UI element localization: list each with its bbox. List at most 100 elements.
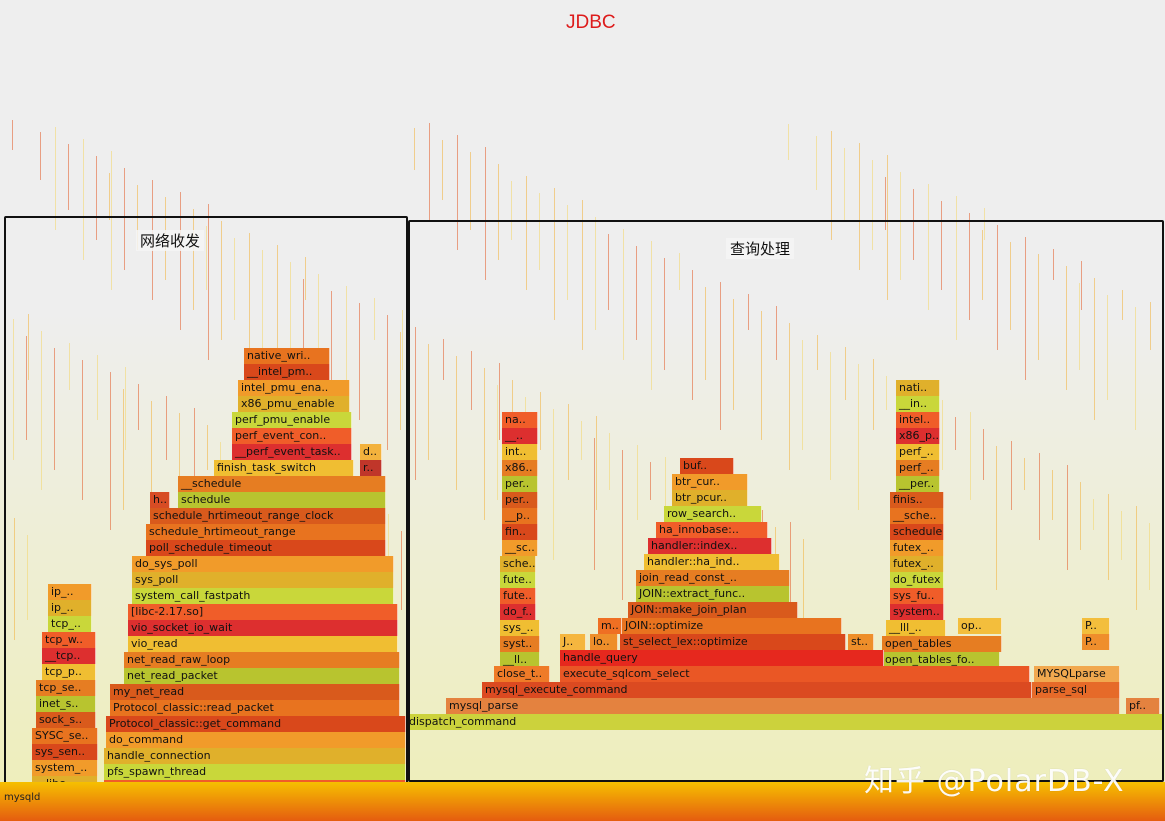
frame-left-8[interactable]: __schedule [178, 476, 386, 492]
frame-mid-12[interactable]: do_f.. [500, 604, 536, 620]
frame-left-col-3[interactable]: tcp_w.. [42, 632, 96, 648]
frame-mid-1[interactable]: __.. [502, 428, 538, 444]
frame-center-6[interactable]: handler::ha_ind.. [644, 554, 780, 570]
frame-mid-11[interactable]: fute.. [500, 588, 536, 604]
frame-center-7[interactable]: join_read_const_.. [636, 570, 790, 586]
frame-right-2[interactable]: intel.. [896, 412, 940, 428]
frame-left-col-5[interactable]: tcp_p.. [42, 664, 96, 680]
frame-left-3[interactable]: x86_pmu_enable [238, 396, 350, 412]
frame-left-15[interactable]: system_call_fastpath [132, 588, 394, 604]
frame-left-2[interactable]: intel_pmu_ena.. [238, 380, 350, 396]
frame-center-3[interactable]: row_search.. [664, 506, 762, 522]
frame-left-21[interactable]: my_net_read [110, 684, 400, 700]
frame-mid-9[interactable]: sche.. [500, 556, 536, 572]
frame-left-9[interactable]: schedule [178, 492, 386, 508]
frame-mid-2[interactable]: int.. [502, 444, 538, 460]
frame-small-lo[interactable]: lo.. [590, 634, 618, 650]
frame-execute-sqlcom-select[interactable]: execute_sqlcom_select [560, 666, 1030, 682]
frame-left-20[interactable]: net_read_packet [124, 668, 400, 684]
frame-left-18[interactable]: vio_read [128, 636, 398, 652]
frame-close-t[interactable]: close_t.. [494, 666, 550, 682]
frame-center-10[interactable]: JOIN::optimize [622, 618, 842, 634]
frame-small-d[interactable]: d.. [360, 444, 382, 460]
frame-center-0[interactable]: buf.. [680, 458, 734, 474]
frame-left-col-2[interactable]: tcp_.. [48, 616, 92, 632]
frame-right-13[interactable]: sys_fu.. [890, 588, 944, 604]
frame-mid-0[interactable]: na.. [502, 412, 538, 428]
frame-left-7[interactable]: finish_task_switch [214, 460, 354, 476]
frame-left-col-4[interactable]: __tcp.. [42, 648, 96, 664]
frame-center-2[interactable]: btr_pcur.. [672, 490, 748, 506]
frame-center-11[interactable]: st_select_lex::optimize [620, 634, 846, 650]
frame-center-5[interactable]: handler::index.. [648, 538, 772, 554]
frame-mysql-parse[interactable]: mysql_parse [446, 698, 1120, 714]
frame-parse-sql[interactable]: parse_sql [1032, 682, 1120, 698]
frame-right-11[interactable]: futex_.. [890, 556, 944, 572]
frame-left-col-6[interactable]: tcp_se.. [36, 680, 96, 696]
frame-left-10[interactable]: schedule_hrtimeout_range_clock [150, 508, 386, 524]
frame-mid-5[interactable]: per.. [502, 492, 538, 508]
frame-left-col-0[interactable]: ip_.. [48, 584, 92, 600]
frame-left-col-7[interactable]: inet_s.. [36, 696, 96, 712]
frame-center-8[interactable]: JOIN::extract_func.. [636, 586, 790, 602]
frame-right-12[interactable]: do_futex [890, 572, 944, 588]
frame-left-11[interactable]: schedule_hrtimeout_range [146, 524, 386, 540]
frame-left-col-11[interactable]: system_.. [32, 760, 98, 776]
frame-mysqlparse[interactable]: MYSQLparse [1034, 666, 1120, 682]
frame-right-6[interactable]: __per.. [896, 476, 940, 492]
frame-left-col-10[interactable]: sys_sen.. [32, 744, 98, 760]
frame-mid-4[interactable]: per.. [502, 476, 538, 492]
frame-small-p1[interactable]: P.. [1082, 618, 1110, 634]
frame-small-pf[interactable]: pf.. [1126, 698, 1160, 714]
frame-right-1[interactable]: __in.. [896, 396, 940, 412]
frame-mid-10[interactable]: fute.. [500, 572, 536, 588]
frame-left-16[interactable]: [libc-2.17.so] [128, 604, 398, 620]
frame-dispatch-command[interactable]: dispatch_command [406, 714, 1164, 730]
frame-left-0[interactable]: native_wri.. [244, 348, 330, 364]
frame-left-col-8[interactable]: sock_s.. [36, 712, 96, 728]
frame-small-r[interactable]: r.. [360, 460, 382, 476]
frame-mid-3[interactable]: x86.. [502, 460, 538, 476]
frame-handle-query[interactable]: handle_query [560, 650, 884, 666]
frame-mysql-execute-command[interactable]: mysql_execute_command [482, 682, 1032, 698]
frame-mid-15[interactable]: __ll.. [500, 652, 540, 668]
frame-right-4[interactable]: perf_.. [896, 444, 940, 460]
frame-small-m[interactable]: m.. [598, 618, 622, 634]
frame-mid-13[interactable]: sys_.. [500, 620, 540, 636]
frame-right-8[interactable]: __sche.. [890, 508, 944, 524]
frame-left-col-9[interactable]: SYSC_se.. [32, 728, 98, 744]
frame-left-6[interactable]: __perf_event_task.. [232, 444, 352, 460]
frame-small-j[interactable]: J.. [560, 634, 586, 650]
frame-left-4[interactable]: perf_pmu_enable [232, 412, 352, 428]
frame-left-23[interactable]: Protocol_classic::get_command [106, 716, 406, 732]
frame-right-0[interactable]: nati.. [896, 380, 940, 396]
frame-center-4[interactable]: ha_innobase:.. [656, 522, 768, 538]
frame-left-25[interactable]: handle_connection [104, 748, 406, 764]
frame-small-h[interactable]: h.. [150, 492, 170, 508]
frame-mid-6[interactable]: __p.. [502, 508, 538, 524]
frame-left-1[interactable]: __intel_pm.. [244, 364, 330, 380]
frame-left-12[interactable]: poll_schedule_timeout [146, 540, 386, 556]
frame-left-19[interactable]: net_read_raw_loop [124, 652, 400, 668]
frame-mid-7[interactable]: fin.. [502, 524, 538, 540]
frame-center-9[interactable]: JOIN::make_join_plan [628, 602, 798, 618]
frame-small-st[interactable]: st.. [848, 634, 874, 650]
frame-left-22[interactable]: Protocol_classic::read_packet [110, 700, 400, 716]
frame-right-9[interactable]: schedule [890, 524, 944, 540]
frame-left-5[interactable]: perf_event_con.. [232, 428, 352, 444]
frame-mid-14[interactable]: syst.. [500, 636, 540, 652]
frame-right-3[interactable]: x86_p.. [896, 428, 940, 444]
frame-right-10[interactable]: futex_.. [890, 540, 944, 556]
frame-left-26[interactable]: pfs_spawn_thread [104, 764, 406, 780]
frame-left-col-1[interactable]: ip_.. [48, 600, 92, 616]
frame-right-5[interactable]: perf_.. [896, 460, 940, 476]
frame-right-15[interactable]: __lll_.. [886, 620, 946, 636]
frame-small-op[interactable]: op.. [958, 618, 1002, 634]
frame-mid-8[interactable]: __sc.. [502, 540, 538, 556]
frame-left-14[interactable]: sys_poll [132, 572, 394, 588]
frame-center-1[interactable]: btr_cur.. [672, 474, 748, 490]
frame-right-14[interactable]: system.. [890, 604, 944, 620]
frame-left-13[interactable]: do_sys_poll [132, 556, 394, 572]
frame-left-17[interactable]: vio_socket_io_wait [128, 620, 398, 636]
frame-left-24[interactable]: do_command [106, 732, 406, 748]
